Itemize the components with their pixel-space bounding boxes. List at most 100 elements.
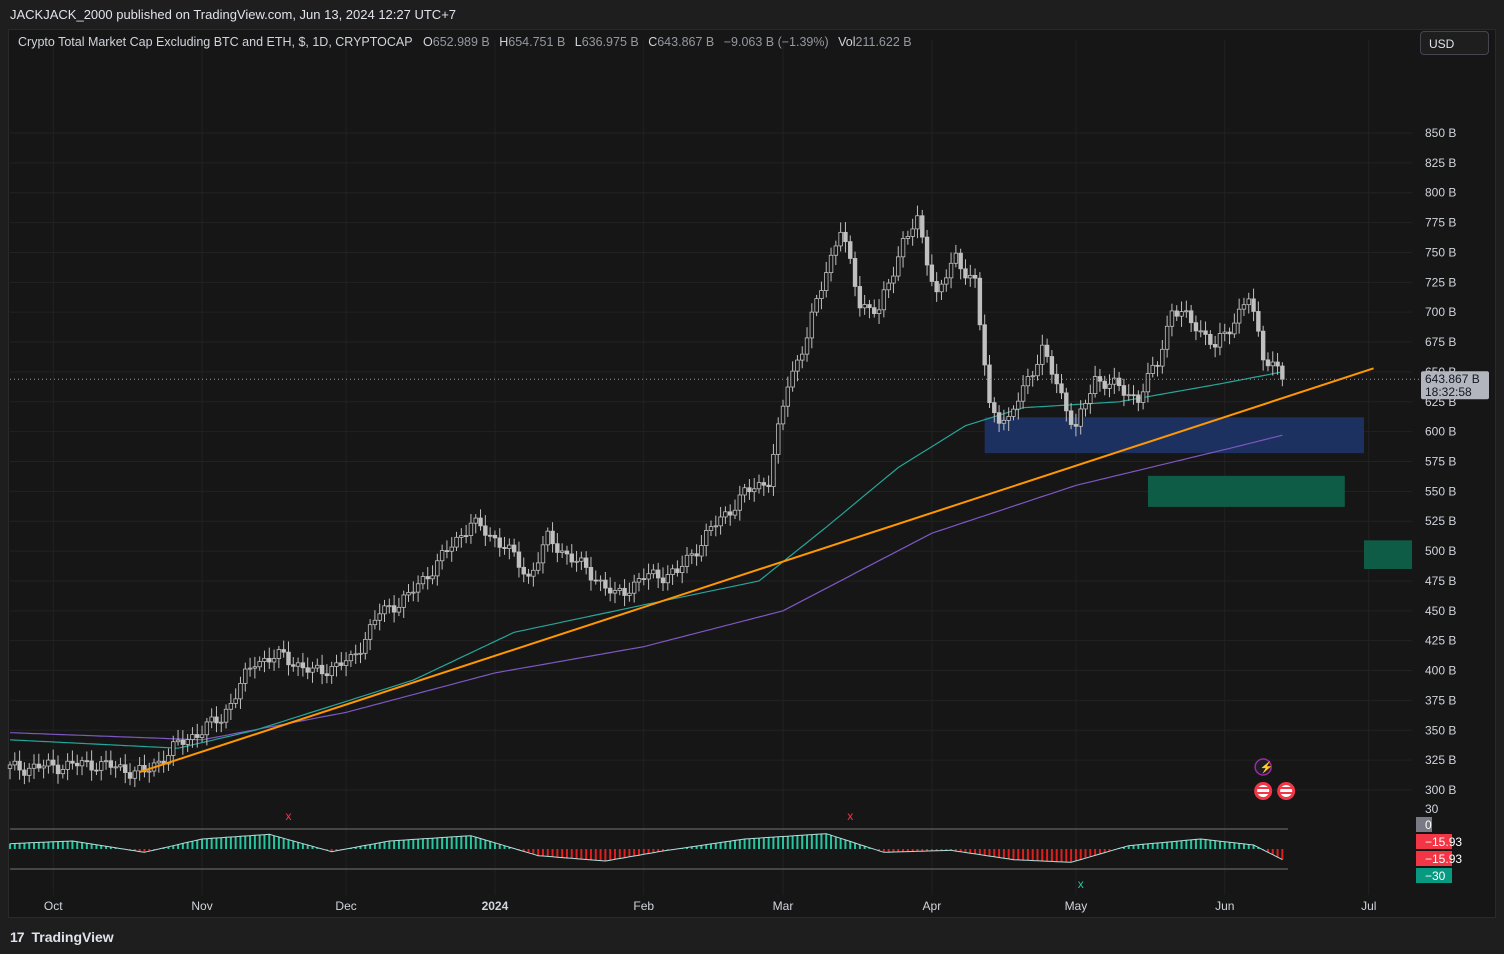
candle-body <box>728 511 733 516</box>
candle-body <box>358 652 363 655</box>
candle-body <box>377 613 382 621</box>
candle-body <box>65 760 70 770</box>
price-tag <box>1421 371 1489 400</box>
candle-body <box>646 573 651 580</box>
candle-body <box>17 760 22 771</box>
candle-body <box>483 525 488 536</box>
candle-body <box>641 578 646 580</box>
candle-body <box>852 258 858 287</box>
candle-body <box>972 274 978 279</box>
candle-body <box>1280 365 1285 380</box>
candle-body <box>679 565 685 573</box>
candle-body <box>382 605 387 615</box>
candle-body <box>411 591 416 594</box>
candle-body <box>1275 361 1280 367</box>
candle-body <box>75 762 80 767</box>
candle-body <box>1083 403 1088 410</box>
candle-body <box>319 664 325 675</box>
osc-line <box>9 833 1283 863</box>
candle-body <box>60 769 66 775</box>
y-tick-label: 825 B <box>1425 156 1456 170</box>
candle-body <box>593 579 598 582</box>
candle-body <box>531 569 536 577</box>
candle-body <box>291 664 296 667</box>
candle-body <box>1064 392 1069 412</box>
candle-body <box>363 638 368 654</box>
lightning-event-icon <box>1254 758 1272 776</box>
candle-body <box>46 759 51 767</box>
candle-body <box>555 543 560 553</box>
candle-body <box>862 304 867 309</box>
candle-body <box>545 530 550 546</box>
candle-body <box>70 760 75 764</box>
candle-body <box>694 553 699 557</box>
y-tick-label: 800 B <box>1425 186 1456 200</box>
candle-body <box>1116 377 1122 386</box>
candle-body <box>391 605 397 613</box>
candle-body <box>31 763 37 769</box>
legend-low-value: 636.975 B <box>581 35 639 49</box>
candle-body <box>550 530 555 545</box>
candle-body <box>819 290 824 299</box>
candle-body <box>617 587 622 591</box>
candle-body <box>785 386 791 407</box>
candle-body <box>924 236 930 266</box>
candle-body <box>1174 310 1179 317</box>
candle-body <box>675 568 680 573</box>
publisher-line: JACKJACK_2000 published on TradingView.c… <box>10 7 457 22</box>
candle-body <box>996 412 1002 424</box>
ma-slow-line <box>9 434 1283 741</box>
candle-body <box>1203 330 1208 335</box>
candle-body <box>742 487 747 496</box>
candle-body <box>209 716 214 723</box>
candle-body <box>425 576 430 580</box>
candle-body <box>631 581 637 594</box>
candle-body <box>415 583 421 593</box>
candle-body <box>583 557 589 568</box>
candle-body <box>1088 393 1093 404</box>
candle-body <box>1217 333 1223 348</box>
candle-body <box>180 739 186 745</box>
candle-body <box>267 657 272 663</box>
candle-body <box>1092 376 1098 394</box>
currency-button[interactable]: USD <box>1420 31 1489 55</box>
candle-body <box>1155 364 1160 367</box>
candle-body <box>713 525 719 528</box>
candle-body <box>171 741 176 756</box>
candle-body <box>439 550 445 562</box>
candle-body <box>876 309 882 315</box>
candle-body <box>156 760 162 764</box>
x-tick-label: Apr <box>923 899 942 913</box>
y-tick-label: 500 B <box>1425 544 1456 558</box>
candle-body <box>497 537 502 548</box>
candle-body <box>521 566 526 575</box>
candle-body <box>367 624 373 640</box>
candle-body <box>454 536 459 548</box>
candle-body <box>1208 333 1213 345</box>
x-tick-label: May <box>1065 899 1088 913</box>
us-flag-inner <box>1280 785 1293 797</box>
candle-body <box>1212 344 1218 348</box>
candle-body <box>723 511 728 518</box>
candle-body <box>1073 424 1079 427</box>
candle-body <box>463 535 469 537</box>
candle-body <box>857 286 863 309</box>
candle-body <box>252 666 258 669</box>
y-tick-label: 575 B <box>1425 455 1456 469</box>
candle-body <box>387 605 392 608</box>
candle-body <box>1016 400 1021 410</box>
candle-body <box>982 324 987 366</box>
candle-body <box>944 277 949 285</box>
candle-body <box>166 754 171 765</box>
candle-body <box>910 228 915 237</box>
legend-close-label: C <box>648 35 658 49</box>
osc-label-badge <box>1416 817 1432 832</box>
candle-body <box>343 660 349 666</box>
candle-body <box>478 517 483 527</box>
candle-body <box>353 653 358 656</box>
candle-body <box>660 577 666 584</box>
candle-body <box>603 579 608 589</box>
candle-body <box>607 587 613 594</box>
candle-body <box>747 487 752 493</box>
